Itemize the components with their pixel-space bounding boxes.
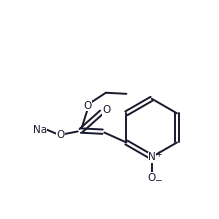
Text: −: − bbox=[154, 176, 161, 185]
Text: +: + bbox=[155, 150, 162, 159]
Text: Na: Na bbox=[33, 124, 47, 134]
Text: O: O bbox=[56, 130, 65, 140]
Text: O: O bbox=[83, 101, 92, 111]
Text: O: O bbox=[102, 106, 110, 115]
Text: O: O bbox=[148, 173, 156, 183]
Text: N: N bbox=[148, 152, 156, 162]
